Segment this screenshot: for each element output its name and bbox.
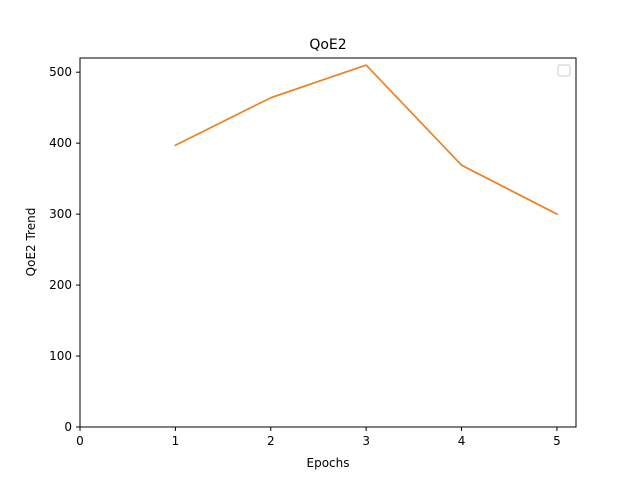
x-tick-label: 5 bbox=[553, 434, 561, 448]
x-axis-label: Epochs bbox=[307, 456, 350, 470]
plot-series bbox=[174, 64, 558, 216]
x-tick-label: 1 bbox=[172, 434, 180, 448]
legend-box bbox=[557, 64, 571, 77]
x-tick-label: 0 bbox=[76, 434, 84, 448]
y-tick-label: 0 bbox=[64, 420, 72, 434]
y-tick-label: 400 bbox=[49, 136, 72, 150]
y-tick-label: 200 bbox=[49, 278, 72, 292]
y-axis-label: QoE2 Trend bbox=[24, 208, 38, 277]
x-tick-label: 2 bbox=[267, 434, 275, 448]
x-axis-ticks: 0 1 2 3 4 5 bbox=[76, 427, 561, 448]
plot-frame bbox=[79, 57, 577, 428]
series-line-2 bbox=[174, 64, 558, 216]
y-tick-label: 500 bbox=[49, 65, 72, 79]
x-tick-label: 4 bbox=[458, 434, 466, 448]
y-tick-label: 300 bbox=[49, 207, 72, 221]
x-tick-label: 3 bbox=[362, 434, 370, 448]
y-tick-label: 100 bbox=[49, 349, 72, 363]
chart-title: QoE2 bbox=[309, 37, 346, 53]
y-axis-ticks: 0 100 200 300 400 500 bbox=[49, 65, 80, 434]
